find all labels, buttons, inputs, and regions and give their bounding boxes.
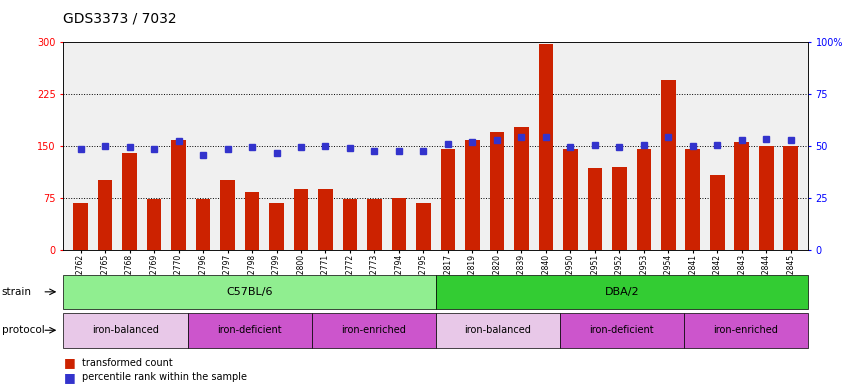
Text: iron-balanced: iron-balanced — [464, 325, 531, 335]
Text: iron-enriched: iron-enriched — [713, 325, 778, 335]
Text: GDS3373 / 7032: GDS3373 / 7032 — [63, 12, 177, 25]
Bar — [318, 189, 332, 250]
Bar — [392, 198, 406, 250]
Bar — [98, 180, 113, 250]
Bar — [612, 167, 627, 250]
Text: C57BL/6: C57BL/6 — [227, 287, 272, 297]
Bar — [416, 203, 431, 250]
Bar — [441, 149, 455, 250]
Bar — [294, 189, 308, 250]
Bar — [514, 127, 529, 250]
Text: DBA/2: DBA/2 — [605, 287, 639, 297]
Text: iron-deficient: iron-deficient — [217, 325, 282, 335]
Text: iron-balanced: iron-balanced — [92, 325, 159, 335]
Bar — [490, 132, 504, 250]
Bar — [734, 142, 750, 250]
Bar — [269, 203, 284, 250]
Bar — [122, 153, 137, 250]
Bar — [539, 44, 553, 250]
Text: protocol: protocol — [2, 325, 45, 335]
Text: transformed count: transformed count — [82, 358, 173, 368]
Text: iron-enriched: iron-enriched — [341, 325, 406, 335]
Bar — [171, 141, 186, 250]
Bar — [636, 149, 651, 250]
Bar — [783, 146, 798, 250]
Bar — [343, 199, 357, 250]
Bar — [710, 175, 725, 250]
Bar — [563, 149, 578, 250]
Bar — [587, 168, 602, 250]
Bar — [465, 141, 480, 250]
Bar — [367, 199, 382, 250]
Bar — [220, 180, 235, 250]
Bar — [146, 199, 162, 250]
Bar — [195, 199, 211, 250]
Bar — [244, 192, 260, 250]
Text: ■: ■ — [63, 356, 75, 369]
Text: ■: ■ — [63, 371, 75, 384]
Bar — [759, 146, 773, 250]
Text: iron-deficient: iron-deficient — [590, 325, 654, 335]
Text: strain: strain — [2, 287, 31, 297]
Text: percentile rank within the sample: percentile rank within the sample — [82, 372, 247, 382]
Bar — [74, 203, 88, 250]
Bar — [661, 80, 676, 250]
Bar — [685, 149, 700, 250]
